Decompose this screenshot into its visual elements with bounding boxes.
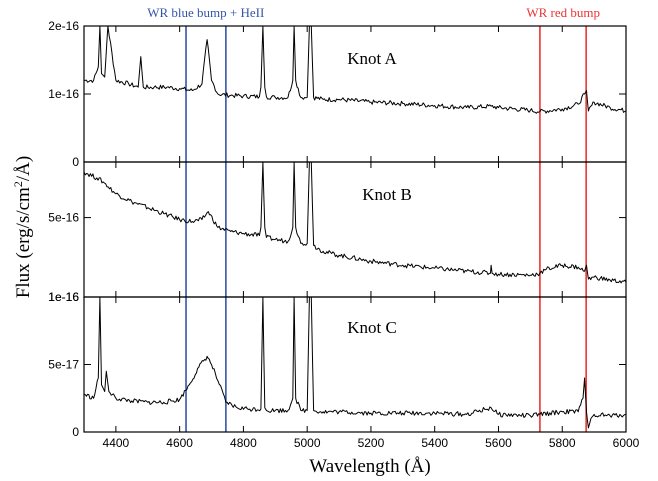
y-axis-title-sup: 2 xyxy=(11,181,25,187)
y-tick-label: 0 xyxy=(72,155,79,169)
x-tick-label: 5600 xyxy=(485,436,512,450)
y-tick-label: 1e-16 xyxy=(48,290,79,304)
panel-frame xyxy=(83,25,627,163)
annotation-layer: WR blue bump + HeII WR red bump xyxy=(147,5,600,432)
x-tick-label: 4600 xyxy=(166,436,193,450)
y-tick-label: 5e-16 xyxy=(48,211,79,225)
x-axis: 4400 4600 4800 5000 5200 5400 5600 5800 6000 xyxy=(103,436,640,450)
spectrum-line-1 xyxy=(84,26,626,114)
spectrum-line-3 xyxy=(84,297,626,429)
panel-label-1: Knot A xyxy=(347,49,397,68)
panel-frame xyxy=(83,161,627,298)
y-axis-title-prefix: Flux (erg/s/cm xyxy=(13,187,34,298)
x-tick-label: 5800 xyxy=(549,436,576,450)
y-tick-label: 1e-16 xyxy=(48,290,79,304)
panel-label-3: Knot C xyxy=(347,318,397,337)
spectrum-line-2 xyxy=(84,162,626,284)
x-tick-label: 4400 xyxy=(103,436,130,450)
panels-layer: 0 1e-16 2e-16 Knot A 1e-16 5e-16 Knot B 0 5e-17 1… xyxy=(48,19,627,439)
y-tick-label: 1e-16 xyxy=(48,87,79,101)
panel-3: 0 5e-17 1e-16 Knot C xyxy=(48,290,627,439)
panel-label-2: Knot B xyxy=(362,185,412,204)
x-tick-label: 6000 xyxy=(613,436,640,450)
x-tick-label: 5000 xyxy=(294,436,321,450)
y-tick-label: 2e-16 xyxy=(48,19,79,33)
annotation-label-1: WR red bump xyxy=(526,5,600,20)
x-tick-label: 4800 xyxy=(230,436,257,450)
annotation-label-0: WR blue bump + HeII xyxy=(147,5,264,20)
x-tick-label: 5400 xyxy=(421,436,448,450)
y-axis-title: Flux (erg/s/cm2/Å) xyxy=(11,156,34,298)
x-tick-label: 5200 xyxy=(358,436,385,450)
y-tick-label: 5e-17 xyxy=(48,358,79,372)
y-tick-label: 0 xyxy=(72,425,79,439)
x-axis-title: Wavelength (Å) xyxy=(309,456,430,477)
y-axis-title-suffix: /Å) xyxy=(13,156,34,181)
